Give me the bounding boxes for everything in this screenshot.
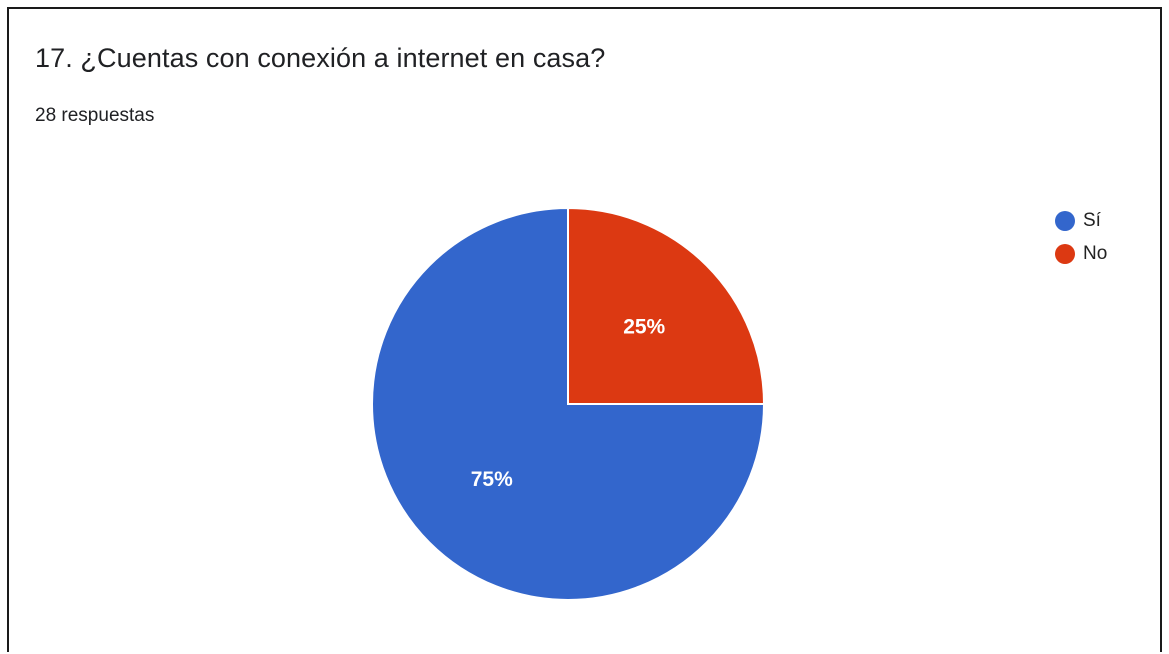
slice-label-0: 75% xyxy=(471,468,513,491)
legend-label-1: No xyxy=(1083,243,1108,264)
legend-item-0[interactable]: Sí xyxy=(1055,209,1107,233)
pie-slice-0[interactable] xyxy=(371,206,766,601)
response-count: 28 respuestas xyxy=(35,105,155,126)
pie-slice-1[interactable] xyxy=(567,206,766,405)
legend-swatch-0 xyxy=(1055,211,1075,231)
legend-swatch-1 xyxy=(1055,244,1075,264)
slice-label-1: 25% xyxy=(623,315,665,338)
legend-label-0: Sí xyxy=(1083,210,1101,231)
pie-chart: 25% 75% xyxy=(371,206,766,601)
question-title: 17. ¿Cuentas con conexión a internet en … xyxy=(35,43,606,73)
chart-legend: Sí No xyxy=(1055,209,1107,275)
chart-card: 17. ¿Cuentas con conexión a internet en … xyxy=(7,7,1162,652)
legend-item-1[interactable]: No xyxy=(1055,242,1107,266)
